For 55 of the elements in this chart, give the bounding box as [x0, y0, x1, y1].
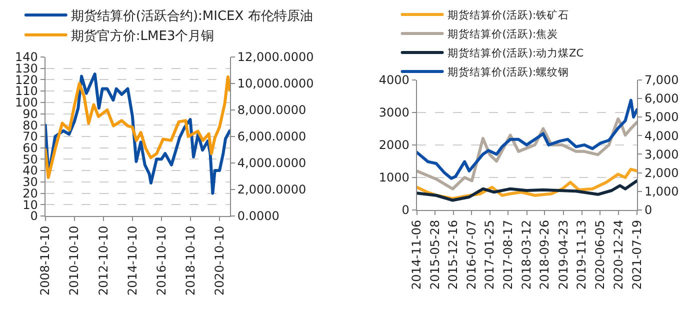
x-tick-label: 2015-12-16 [446, 220, 460, 290]
x-tick-label: 2008-10-10 [38, 226, 52, 296]
y2-tick-label: 6,000.0000 [237, 130, 306, 144]
y2-tick-label: 0.0000 [237, 209, 280, 224]
y-tick-label: 1000 [378, 170, 410, 185]
x-tick-label: 2018-03-12 [520, 220, 534, 290]
x-tick-label: 2020-10-10 [212, 226, 226, 296]
y-tick-label: 3000 [378, 106, 410, 120]
y-tick-label: 0 [30, 209, 38, 224]
y-tick-label: 4000 [378, 73, 410, 88]
x-tick-label: 2016-10-10 [154, 226, 168, 296]
line-series [416, 98, 638, 180]
y2-tick-label: 10,000.0000 [237, 76, 314, 91]
legend-label: 期货结算价(活跃):焦炭 [447, 28, 558, 41]
y-tick-label: 140 [15, 50, 38, 64]
y-tick-label: 0 [402, 203, 410, 218]
x-tick-label: 2019-11-13 [574, 220, 589, 290]
x-tick-label: 2010-10-10 [67, 226, 82, 296]
x-tick-label: 2021-07-19 [630, 220, 644, 290]
legend-label: 期货结算价(活跃):铁矿石 [447, 8, 570, 22]
y2-tick-label: 1,000 [644, 184, 679, 199]
x-tick-label: 2014-10-10 [125, 226, 140, 296]
legend-label: 期货结算价(活跃):动力煤ZC [447, 46, 584, 60]
y-tick-label: 70 [22, 130, 38, 144]
legend-label: 期货官方价:LME3个月铜 [70, 28, 214, 44]
y-tick-label: 40 [22, 164, 38, 178]
y2-tick-label: 7,000 [644, 73, 679, 88]
x-tick-label: 2018-09-26 [538, 220, 552, 290]
x-tick-label: 2018-10-10 [183, 226, 198, 296]
y-tick-label: 10 [22, 198, 38, 212]
y2-tick-label: 0 [644, 203, 652, 218]
x-tick-label: 2020-06-05 [593, 220, 608, 290]
y2-tick-label: 2,000 [644, 166, 679, 180]
y2-tick-label: 4,000.0000 [237, 156, 306, 170]
y-tick-label: 2000 [378, 138, 410, 152]
y2-tick-label: 6,000 [644, 92, 679, 106]
x-tick-label: 2017-08-17 [501, 220, 516, 290]
x-tick-label: 2019-04-23 [556, 220, 570, 290]
y2-tick-label: 12,000.0000 [237, 50, 314, 64]
x-tick-label: 2017-01-25 [482, 220, 497, 290]
x-tick-label: 2020-12-24 [611, 220, 626, 290]
x-tick-label: 2015-05-28 [428, 220, 442, 290]
x-tick-label: 2016-07-07 [464, 220, 479, 290]
y2-tick-label: 4,000 [644, 128, 679, 143]
y-tick-label: 110 [15, 84, 38, 98]
y-tick-label: 80 [22, 118, 38, 132]
legend-label: 期货结算价(活跃):螺纹钢 [447, 66, 570, 79]
y2-tick-label: 8,000.0000 [237, 103, 306, 118]
y2-tick-label: 3,000 [644, 147, 679, 162]
x-tick-label: 2012-10-10 [96, 226, 110, 296]
legend-label: 期货结算价(活跃合约):MICEX 布伦特原油 [70, 9, 313, 24]
line-series [416, 179, 638, 202]
x-tick-label: 2014-11-06 [410, 220, 424, 290]
y2-tick-label: 5,000 [644, 110, 679, 124]
y2-tick-label: 2,000.0000 [237, 182, 306, 197]
